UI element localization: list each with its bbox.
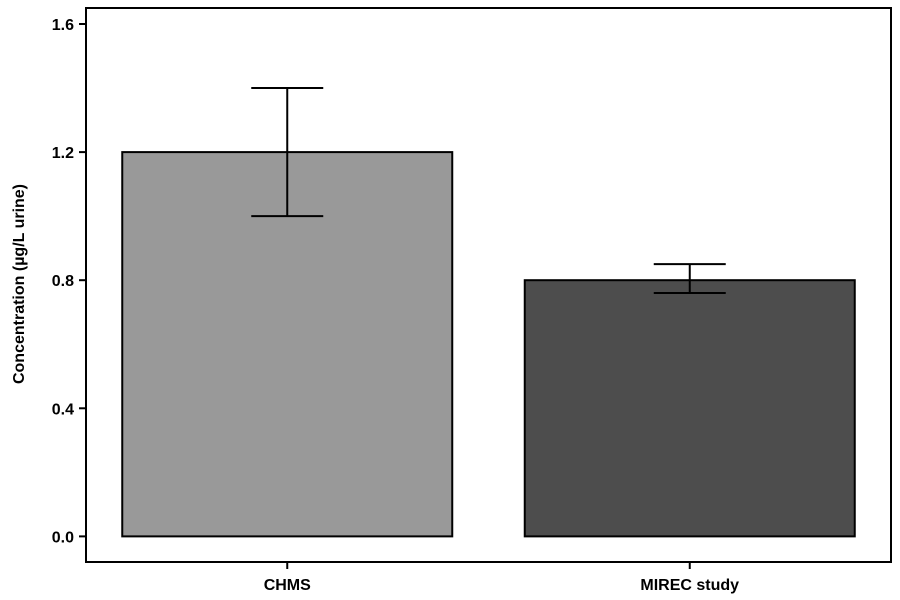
x-tick-label: CHMS [264,577,311,594]
bar-mirec-study [523,279,856,538]
y-axis-title: Concentration (µg/L urine) [11,184,28,384]
y-tick-label: 1.6 [52,17,74,34]
y-tick-label: 0.4 [52,401,74,418]
y-tick-label: 0.0 [52,529,74,546]
y-tick-label: 1.2 [52,145,74,162]
plot-frame [85,7,892,563]
error-bars [251,87,726,295]
y-axis: 0.0 0.4 0.8 1.2 1.6 [52,17,86,546]
x-tick-label: MIREC study [640,577,739,594]
y-tick-label: 0.8 [52,273,74,290]
x-axis: CHMS MIREC study [264,562,739,594]
bars [121,151,856,538]
